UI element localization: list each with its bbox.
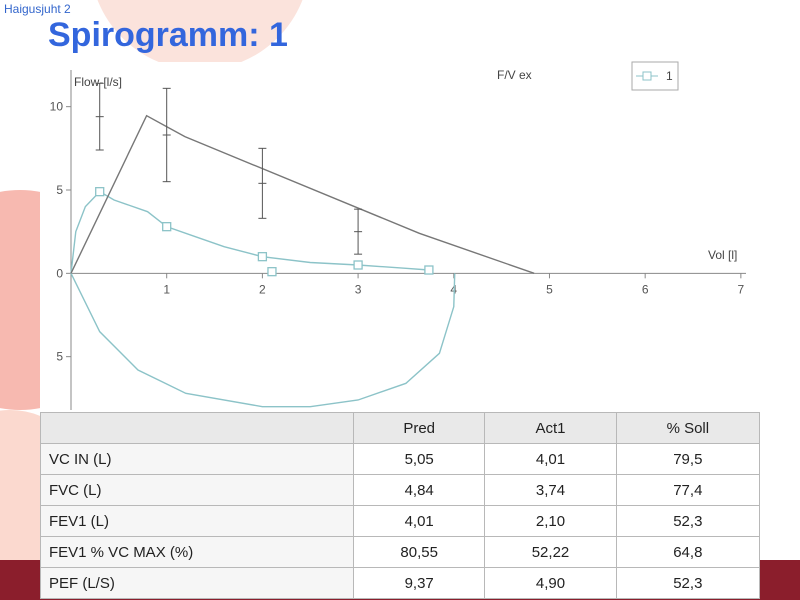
y-tick-label: 10 [50, 100, 64, 114]
table-cell: PEF (L/S) [40, 567, 354, 599]
data-marker [162, 222, 172, 232]
table-row: PEF (L/S) 9,37 4,90 52,3 [40, 567, 761, 599]
series-line [70, 114, 535, 274]
column-header: Pred [352, 412, 486, 444]
legend-marker [642, 71, 652, 81]
x-tick-label: 7 [738, 282, 745, 296]
table-row: FEV1 (L) 4,01 2,10 52,3 [40, 505, 761, 537]
column-header: % Soll [615, 412, 761, 444]
error-bar [354, 208, 363, 255]
column-header: Act1 [484, 412, 617, 444]
table-cell: VC IN (L) [40, 443, 354, 475]
y-axis-label: Flow-[l/s] [74, 75, 122, 89]
table-cell: 80,55 [352, 536, 486, 568]
error-bar [162, 87, 171, 183]
data-marker [353, 260, 363, 270]
table-cell: 4,84 [352, 474, 486, 506]
table-cell: FEV1 (L) [40, 505, 354, 537]
table-row: FEV1 % VC MAX (%) 80,55 52,22 64,8 [40, 536, 761, 568]
table-cell: 77,4 [615, 474, 761, 506]
data-marker [267, 267, 277, 277]
chart-title: F/V ex [497, 68, 532, 82]
table-cell: 3,74 [484, 474, 617, 506]
series-line [70, 190, 429, 274]
title: Spirogramm: 1 [48, 16, 288, 54]
error-bar [258, 147, 267, 219]
table-cell: FEV1 % VC MAX (%) [40, 536, 354, 568]
table-cell: 79,5 [615, 443, 761, 475]
table-cell: 52,3 [615, 505, 761, 537]
legend-label: 1 [666, 69, 673, 83]
x-tick-label: 2 [259, 282, 266, 296]
table-row: VC IN (L) 5,05 4,01 79,5 [40, 443, 761, 475]
x-axis-label: Vol [l] [708, 248, 737, 262]
table-cell: 9,37 [352, 567, 486, 599]
table-cell: 5,05 [352, 443, 486, 475]
table-row: FVC (L) 4,84 3,74 77,4 [40, 474, 761, 506]
data-marker [257, 252, 268, 262]
x-tick-label: 3 [355, 282, 362, 296]
table-cell: 52,3 [615, 567, 761, 599]
y-tick-label: 5 [56, 350, 63, 364]
data-marker [424, 265, 434, 275]
table-cell: FVC (L) [40, 474, 354, 506]
y-tick-label: 0 [56, 266, 63, 280]
error-bar [95, 82, 104, 151]
data-marker [95, 187, 105, 197]
table-cell: 4,01 [352, 505, 486, 537]
table-cell: 4,01 [484, 443, 617, 475]
table-cell: 64,8 [615, 536, 761, 568]
table-cell: 2,10 [484, 505, 617, 537]
table-cell: 4,90 [484, 567, 617, 599]
x-tick-label: 6 [642, 282, 649, 296]
x-tick-label: 5 [546, 282, 553, 296]
table-cell: 52,22 [484, 536, 617, 568]
header-cell [40, 412, 354, 444]
x-tick-label: 1 [163, 282, 170, 296]
results-table: Pred Act1% Soll VC IN (L) 5,05 4,01 79,5 FVC (… [40, 412, 761, 599]
series-line [70, 273, 456, 408]
subtitle: Haigusjuht 2 [4, 2, 71, 16]
y-tick-label: 5 [56, 183, 63, 197]
